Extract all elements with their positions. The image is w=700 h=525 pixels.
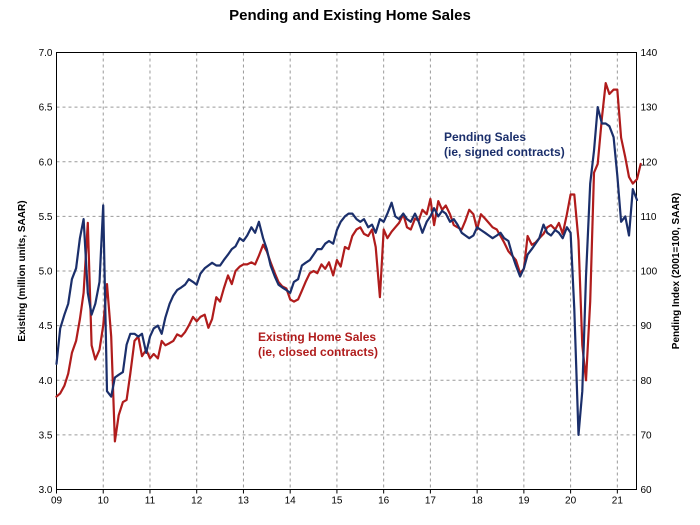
x-tick-label: 15 (331, 496, 343, 507)
x-tick-label: 19 (518, 496, 530, 507)
series-layer (55, 81, 642, 443)
y-left-tick-label: 4.0 (39, 376, 53, 387)
x-tick-label: 12 (191, 496, 203, 507)
y-left-tick-label: 3.0 (39, 485, 53, 496)
y-right-tick-label: 120 (641, 157, 658, 168)
y-right-tick-label: 130 (641, 103, 658, 114)
y-right-tick-label: 110 (641, 212, 657, 223)
y-left-tick-label: 3.5 (39, 430, 53, 441)
y-left-tick-label: 7.0 (39, 48, 53, 59)
x-tick-label: 18 (472, 496, 484, 507)
y-right-tick-label: 80 (641, 376, 653, 387)
y-right-tick-label: 100 (641, 267, 658, 278)
y-right-tick-label: 90 (641, 321, 653, 332)
ticks: 3.0 3.5 4.0 4.5 5.0 5.5 6.0 6.5 7.0 60 70 80 90 100 11… (39, 48, 658, 507)
pending-sales-series-line (55, 105, 639, 436)
x-tick-label: 11 (145, 496, 156, 507)
existing-home-sales-series-line (55, 81, 642, 443)
existing-sales-annotation-line2: (ie, closed contracts) (258, 345, 378, 359)
y-left-tick-label: 6.0 (39, 157, 53, 168)
chart-title: Pending and Existing Home Sales (229, 7, 471, 24)
y-left-tick-label: 6.5 (39, 103, 53, 114)
pending-sales-annotation-line1: Pending Sales (444, 130, 526, 144)
pending-sales-annotation-line2: (ie, signed contracts) (444, 145, 565, 159)
y-left-tick-label: 5.0 (39, 267, 53, 278)
x-tick-label: 16 (378, 496, 390, 507)
existing-sales-annotation-line1: Existing Home Sales (258, 330, 376, 344)
y-right-tick-label: 70 (641, 430, 653, 441)
plot-frame (56, 52, 637, 490)
x-tick-label: 14 (285, 496, 297, 507)
x-tick-label: 10 (98, 496, 110, 507)
pending-sales-annotation: Pending Sales (ie, signed contracts) (444, 130, 565, 159)
y-left-tick-label: 5.5 (39, 212, 53, 223)
y-right-tick-label: 60 (641, 485, 653, 496)
y-axis-right-title: Pending Index (2001=100, SAAR) (671, 193, 682, 349)
x-tick-label: 17 (425, 496, 437, 507)
y-left-tick-label: 4.5 (39, 321, 53, 332)
existing-sales-annotation: Existing Home Sales (ie, closed contract… (258, 330, 379, 359)
y-right-tick-label: 140 (641, 48, 658, 59)
y-axis-left-title: Existing (million units, SAAR) (17, 200, 28, 341)
x-tick-label: 13 (238, 496, 250, 507)
grid (56, 52, 637, 490)
x-tick-label: 09 (51, 496, 63, 507)
x-tick-label: 20 (565, 496, 577, 507)
x-tick-label: 21 (612, 496, 624, 507)
